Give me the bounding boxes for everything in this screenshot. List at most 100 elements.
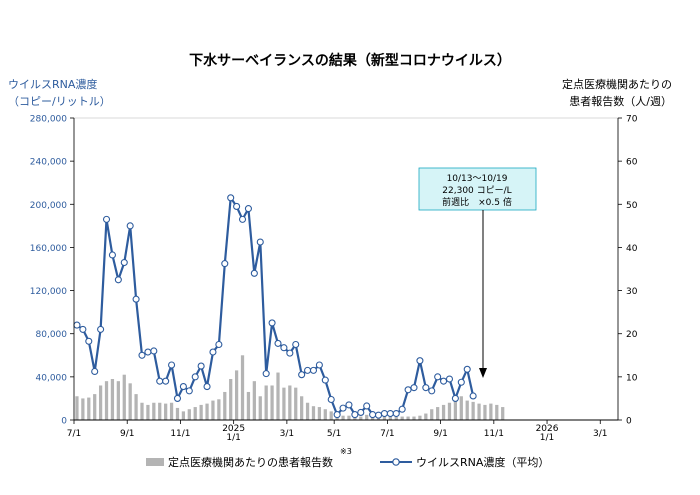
rna-concentration-point xyxy=(404,386,412,394)
rna-concentration-point xyxy=(357,408,365,417)
rna-concentration-point xyxy=(97,325,105,333)
rna-concentration-point xyxy=(262,370,270,378)
patient-report-bar xyxy=(370,416,375,420)
rna-concentration-point xyxy=(126,222,134,230)
rna-concentration-point xyxy=(469,392,477,400)
rna-concentration-point xyxy=(185,387,193,395)
left-tick-label: 40,000 xyxy=(36,373,68,383)
patient-report-bar xyxy=(353,416,357,420)
patient-report-bar xyxy=(246,391,251,420)
x-tick-label: 9/1 xyxy=(433,429,447,439)
legend-line-marker xyxy=(392,458,400,466)
rna-concentration-point xyxy=(292,340,300,349)
rna-concentration-point xyxy=(227,194,235,202)
patient-report-bar xyxy=(98,385,103,420)
patient-report-bar xyxy=(205,403,209,420)
x-tick-label: 11/1 xyxy=(170,429,190,439)
legend: 定点医療機関あたりの患者報告数 ウイルスRNA濃度（平均） xyxy=(146,455,549,469)
annotation-arrowhead xyxy=(479,368,487,378)
rna-concentration-point xyxy=(280,344,288,352)
rna-concentration-point xyxy=(268,319,276,327)
patient-report-bar xyxy=(152,402,156,420)
rna-concentration-point xyxy=(351,411,359,419)
patient-report-bar xyxy=(158,402,162,420)
patient-report-bar xyxy=(223,391,227,420)
legend-bar-swatch xyxy=(146,458,164,466)
chart-title: 下水サーベイランスの結果（新型コロナウイルス） xyxy=(189,53,511,69)
rna-concentration-point xyxy=(440,377,448,385)
rna-concentration-point xyxy=(315,361,323,369)
rna-concentration-point xyxy=(233,202,241,210)
left-tick-label: 200,000 xyxy=(30,201,67,211)
rna-concentration-point xyxy=(363,402,371,410)
patient-report-bar xyxy=(282,387,286,420)
patient-report-bar xyxy=(128,383,132,420)
rna-concentration-point xyxy=(132,295,140,303)
annotation-box: 10/13～10/19 22,300 コピー/L 前週比 ×0.5 倍 xyxy=(418,167,537,378)
patient-report-bar xyxy=(217,399,221,420)
patient-report-bar xyxy=(317,407,322,420)
rna-concentration-point xyxy=(392,409,400,418)
rna-concentration-point xyxy=(374,411,383,419)
patient-report-bar xyxy=(164,403,168,420)
rna-concentration-point xyxy=(304,366,312,374)
patient-report-bar xyxy=(465,400,469,420)
patient-report-bar xyxy=(418,415,422,420)
patient-report-bar xyxy=(187,409,191,420)
rna-concentration-point xyxy=(434,373,442,381)
patient-report-bar xyxy=(388,416,392,420)
rna-concentration-point xyxy=(79,325,87,333)
patient-report-bar xyxy=(110,379,115,420)
rna-concentration-point xyxy=(73,321,81,329)
line-series xyxy=(73,194,477,419)
patient-report-bar xyxy=(81,398,85,420)
right-tick-label: 30 xyxy=(626,287,638,297)
rna-concentration-point xyxy=(215,340,223,349)
rna-concentration-point xyxy=(191,373,199,381)
patient-report-bar xyxy=(240,355,245,420)
patient-report-bar xyxy=(199,404,203,420)
x-tick-label: 1/1 xyxy=(540,433,554,443)
rna-concentration-point xyxy=(197,362,205,370)
left-tick-label: 120,000 xyxy=(30,287,67,297)
legend-line-label: ウイルスRNA濃度（平均） xyxy=(416,455,549,469)
patient-report-bar xyxy=(169,402,174,420)
rna-concentration-point xyxy=(321,376,329,384)
patient-report-bar xyxy=(365,414,369,420)
annotation-background xyxy=(418,167,537,211)
footnote-mark: ※3 xyxy=(340,447,352,456)
rna-concentration-point xyxy=(422,384,430,392)
annotation-line-1: 10/13～10/19 xyxy=(447,174,508,184)
rna-concentration-point xyxy=(428,387,436,395)
rna-concentration-point xyxy=(298,371,306,379)
rna-concentration-point xyxy=(168,361,176,369)
rna-concentration-point xyxy=(138,351,146,359)
rna-concentration-point xyxy=(150,347,158,355)
x-tick-label: 7/1 xyxy=(380,429,394,439)
patient-report-bar xyxy=(424,413,428,420)
patient-report-bar xyxy=(471,401,475,420)
patient-report-bar xyxy=(311,406,316,420)
rna-concentration-point xyxy=(209,348,217,356)
rna-concentration-point xyxy=(369,411,377,419)
patient-report-bar xyxy=(489,403,493,420)
rna-concentration-point xyxy=(114,276,122,284)
x-tick-label: 9/1 xyxy=(120,429,134,439)
patient-report-bar xyxy=(122,374,126,420)
rna-concentration-point xyxy=(108,251,116,259)
patient-report-bar xyxy=(87,397,91,420)
rna-concentration-point xyxy=(386,409,394,418)
patient-report-bar xyxy=(181,411,186,420)
patient-report-bar xyxy=(329,411,333,420)
patient-report-bar xyxy=(264,385,268,420)
left-tick-label: 240,000 xyxy=(30,158,67,168)
rna-concentration-point xyxy=(309,366,318,374)
rna-concentration-point xyxy=(445,375,454,383)
annotation-line-2: 22,300 コピー/L xyxy=(442,185,511,196)
patient-report-bar xyxy=(382,415,387,420)
right-tick-label: 70 xyxy=(626,115,638,125)
rna-concentration-point xyxy=(457,378,465,386)
x-tick-label: 3/1 xyxy=(280,429,294,439)
patient-report-bar xyxy=(193,407,197,420)
